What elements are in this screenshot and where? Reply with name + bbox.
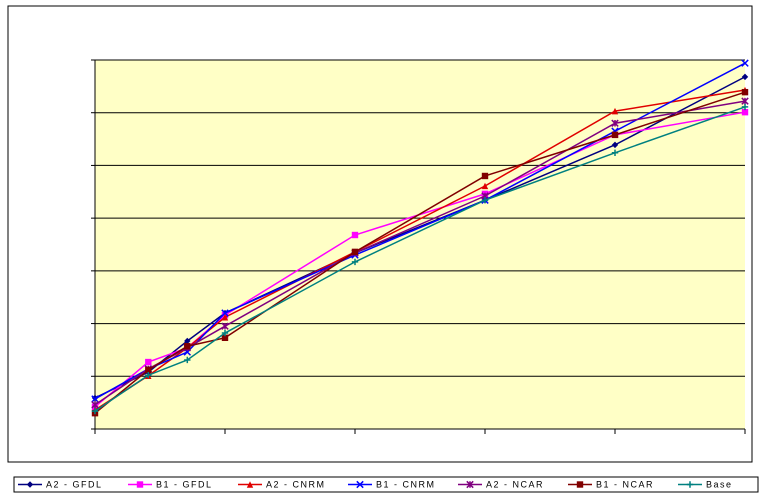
data-point xyxy=(351,231,359,239)
data-point xyxy=(741,103,749,111)
data-point xyxy=(481,182,489,190)
series-line xyxy=(94,111,746,408)
data-point xyxy=(741,59,749,67)
legend-marker xyxy=(576,481,584,488)
legend-marker xyxy=(356,480,364,489)
data-point xyxy=(184,356,191,364)
data-point xyxy=(611,131,619,139)
data-point xyxy=(145,366,152,374)
data-point xyxy=(481,197,489,204)
legend-marker xyxy=(686,481,694,488)
data-point xyxy=(741,97,749,105)
data-point xyxy=(221,309,229,317)
legend-label: A2 - GFDL xyxy=(46,479,103,489)
data-point xyxy=(221,329,229,337)
data-point xyxy=(184,337,191,345)
legend-marker xyxy=(26,481,34,488)
series-line xyxy=(94,106,746,412)
data-point xyxy=(481,172,489,180)
data-point xyxy=(741,108,749,116)
data-point xyxy=(145,358,152,366)
legend-label: A2 - CNRM xyxy=(266,479,326,489)
plot-area xyxy=(95,60,745,429)
data-point xyxy=(184,343,191,350)
legend-label: B1 - CNRM xyxy=(376,479,436,489)
data-point xyxy=(611,149,619,156)
legend-label: B1 - GFDL xyxy=(156,479,213,489)
data-point xyxy=(741,73,749,81)
data-point xyxy=(611,141,619,149)
legend-box xyxy=(13,476,759,493)
data-point xyxy=(741,88,749,96)
legend-marker xyxy=(246,481,254,488)
data-point xyxy=(91,407,99,415)
data-point xyxy=(351,248,359,256)
data-point xyxy=(611,107,619,115)
data-point xyxy=(91,401,99,409)
legend-label: A2 - NCAR xyxy=(486,479,544,489)
series-line xyxy=(94,91,746,414)
data-point xyxy=(611,119,619,127)
data-point xyxy=(221,334,229,342)
legend-marker xyxy=(466,480,474,489)
legend-marker xyxy=(136,481,144,488)
data-point xyxy=(221,322,229,330)
data-point xyxy=(145,372,152,379)
data-point xyxy=(221,314,229,321)
data-point xyxy=(351,258,359,266)
data-point xyxy=(91,395,99,403)
legend-label: B1 - NCAR xyxy=(596,479,654,489)
legend-label: Base xyxy=(706,479,733,489)
